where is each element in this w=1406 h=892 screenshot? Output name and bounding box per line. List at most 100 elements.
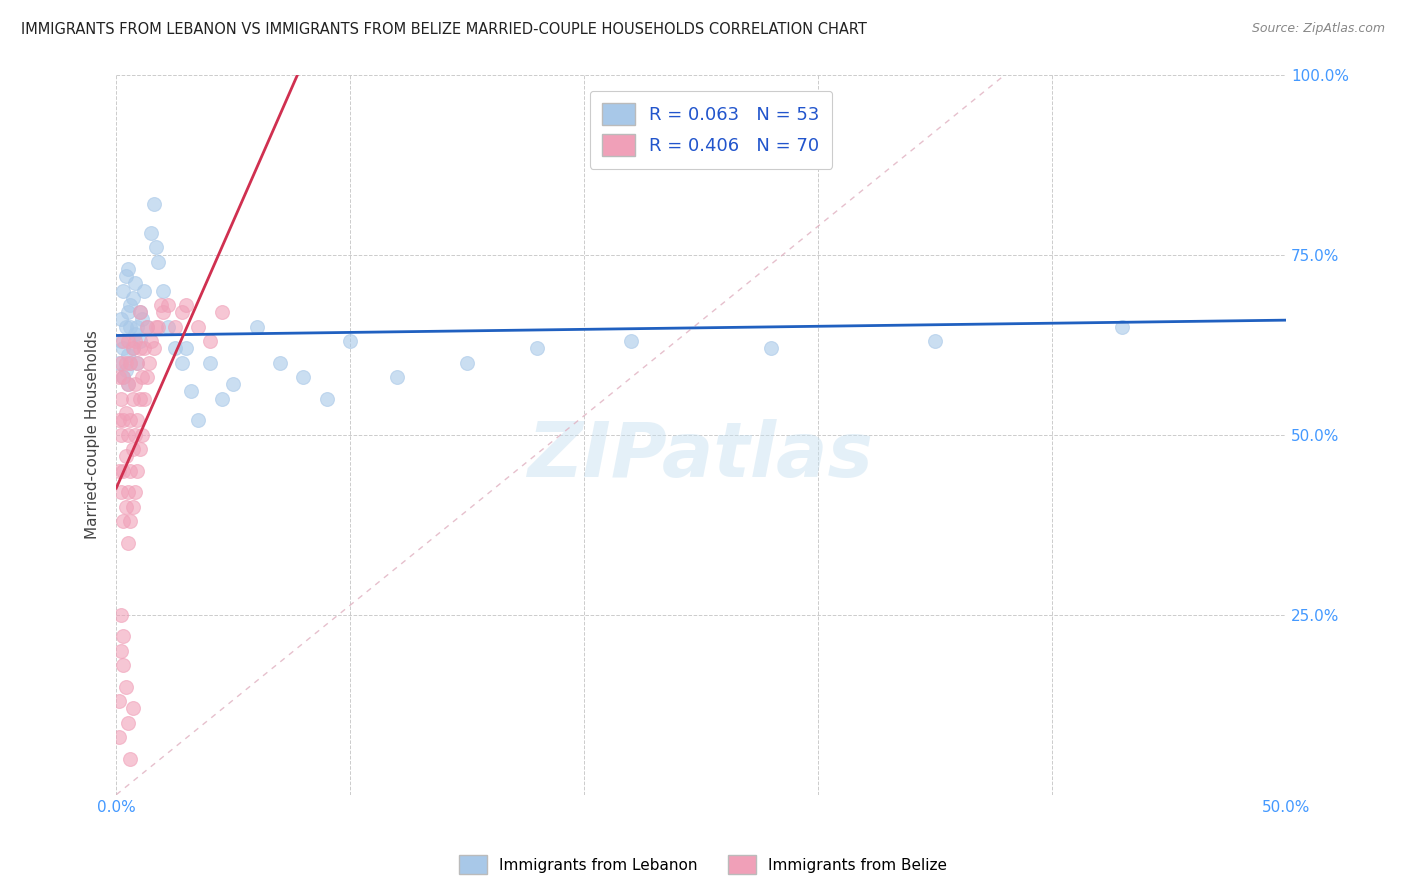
Point [112,658,135,673]
Point [170,355,193,369]
Point [112,629,135,643]
Point [156,319,179,334]
Point [124,326,146,341]
Point [120,514,142,528]
Point [120,355,142,369]
Point [152,305,174,319]
Point [761,341,783,355]
Point [114,355,136,369]
Point [107,730,129,744]
Point [163,319,186,334]
Point [112,334,135,348]
Point [198,355,221,369]
Point [107,464,129,478]
Point [110,355,132,369]
Point [117,305,139,319]
Point [211,305,233,319]
Point [127,413,149,427]
Point [198,334,221,348]
Point [117,715,139,730]
Point [176,298,198,312]
Point [339,334,361,348]
Point [112,284,135,298]
Point [135,319,157,334]
Point [222,377,245,392]
Point [110,312,132,326]
Point [117,348,139,362]
Point [315,392,337,406]
Text: IMMIGRANTS FROM LEBANON VS IMMIGRANTS FROM BELIZE MARRIED-COUPLE HOUSEHOLDS CORR: IMMIGRANTS FROM LEBANON VS IMMIGRANTS FR… [21,22,868,37]
Point [107,355,129,369]
Point [924,334,946,348]
Point [128,442,150,456]
Point [117,334,139,348]
Point [110,334,132,348]
Point [117,485,139,500]
Legend: Immigrants from Lebanon, Immigrants from Belize: Immigrants from Lebanon, Immigrants from… [453,849,953,880]
Point [121,341,143,355]
Point [128,392,150,406]
Point [148,254,170,268]
Point [127,355,149,369]
Point [114,449,136,463]
Point [117,427,139,442]
Point [138,355,160,369]
Point [107,413,129,427]
Point [112,370,135,384]
Point [163,341,186,355]
Point [110,607,132,622]
Point [112,413,135,427]
Point [120,298,142,312]
Point [135,370,157,384]
Point [187,413,209,427]
Point [134,284,156,298]
Point [170,305,193,319]
Point [120,319,142,334]
Point [110,485,132,500]
Point [620,334,643,348]
Point [456,355,478,369]
Point [142,197,165,211]
Point [110,392,132,406]
Point [107,370,129,384]
Point [121,442,143,456]
Point [114,269,136,284]
Point [114,363,136,377]
Text: ZIPatlas: ZIPatlas [529,419,875,493]
Point [110,427,132,442]
Point [112,341,135,355]
Point [117,377,139,392]
Point [211,392,233,406]
Point [141,226,163,240]
Point [117,262,139,277]
Point [526,341,548,355]
Point [121,392,143,406]
Point [176,341,198,355]
Point [128,305,150,319]
Point [117,535,139,549]
Point [114,500,136,514]
Point [120,464,142,478]
Point [107,694,129,708]
Point [135,319,157,334]
Point [128,334,150,348]
Point [124,427,146,442]
Point [148,319,170,334]
Legend: R = 0.063   N = 53, R = 0.406   N = 70: R = 0.063 N = 53, R = 0.406 N = 70 [591,91,832,169]
Point [134,341,156,355]
Point [114,406,136,420]
Point [114,319,136,334]
Y-axis label: Married-couple Households: Married-couple Households [86,330,100,539]
Point [292,370,315,384]
Point [120,355,142,369]
Point [120,413,142,427]
Point [117,377,139,392]
Point [128,305,150,319]
Point [121,500,143,514]
Point [1111,319,1133,334]
Point [134,392,156,406]
Point [121,291,143,305]
Point [152,284,174,298]
Point [141,334,163,348]
Point [127,464,149,478]
